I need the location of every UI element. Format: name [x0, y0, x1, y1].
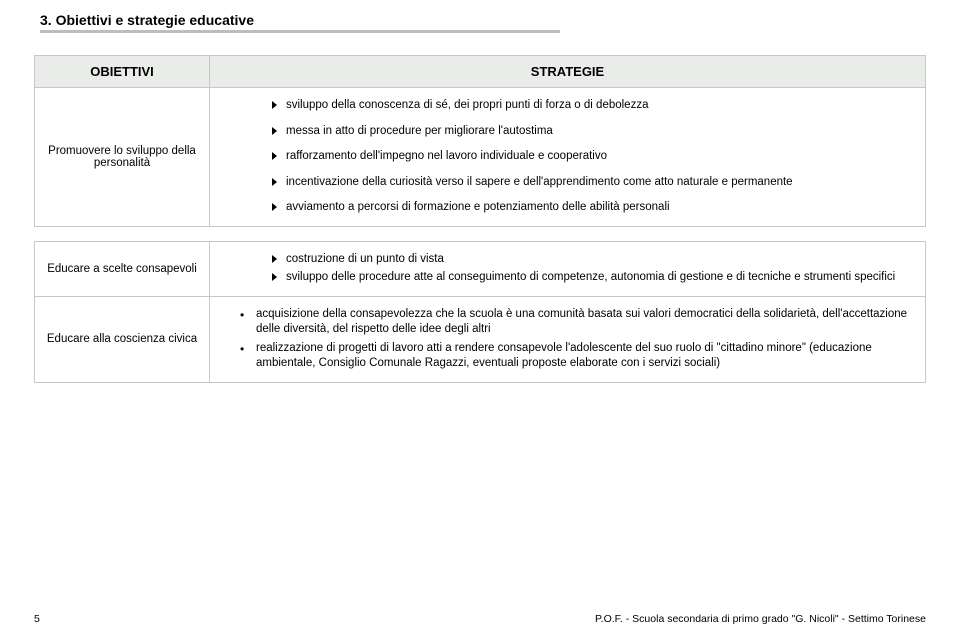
section-title-text: Obiettivi e strategie educative [56, 12, 254, 28]
header-strategie: STRATEGIE [210, 56, 926, 88]
list-item: rafforzamento dell'impegno nel lavoro in… [216, 149, 915, 165]
page-footer: 5 P.O.F. - Scuola secondaria di primo gr… [34, 613, 926, 625]
table-row: Educare a scelte consapevoli costruzione… [35, 241, 926, 296]
footer-doc-title: P.O.F. - Scuola secondaria di primo grad… [595, 613, 926, 625]
cell-strategies-3: acquisizione della consapevolezza che la… [210, 296, 926, 382]
list-item-text: sviluppo della conoscenza di sé, dei pro… [286, 99, 648, 111]
list-item-text: sviluppo delle procedure atte al consegu… [286, 271, 895, 283]
chevron-icon [272, 152, 277, 160]
strategy-list-2: costruzione di un punto di vista svilupp… [216, 252, 915, 286]
list-item-text: rafforzamento dell'impegno nel lavoro in… [286, 150, 607, 162]
list-item: sviluppo delle procedure atte al consegu… [216, 270, 915, 286]
list-item: acquisizione della consapevolezza che la… [216, 307, 915, 338]
page-number: 5 [34, 613, 40, 625]
page-container: 3. Obiettivi e strategie educative OBIET… [0, 0, 960, 383]
list-item: incentivazione della curiosità verso il … [216, 175, 915, 191]
chevron-icon [272, 203, 277, 211]
list-item-text: messa in atto di procedure per migliorar… [286, 125, 553, 137]
chevron-icon [272, 178, 277, 186]
strategy-list-3: acquisizione della consapevolezza che la… [216, 307, 915, 372]
cell-strategies-2: costruzione di un punto di vista svilupp… [210, 241, 926, 296]
table-row: OBIETTIVI STRATEGIE [35, 56, 926, 88]
section-title: 3. Obiettivi e strategie educative [40, 12, 926, 28]
cell-objective-2: Educare a scelte consapevoli [35, 241, 210, 296]
chevron-icon [272, 273, 277, 281]
list-item-text: costruzione di un punto di vista [286, 253, 444, 265]
table-objectives-1: OBIETTIVI STRATEGIE Promuovere lo svilup… [34, 55, 926, 227]
strategy-list-1: sviluppo della conoscenza di sé, dei pro… [216, 98, 915, 216]
table-row: Promuovere lo sviluppo della personalità… [35, 88, 926, 227]
list-item: messa in atto di procedure per migliorar… [216, 124, 915, 140]
list-item-text: avviamento a percorsi di formazione e po… [286, 201, 670, 213]
list-item-text: incentivazione della curiosità verso il … [286, 176, 793, 188]
cell-objective-1: Promuovere lo sviluppo della personalità [35, 88, 210, 227]
table-objectives-2: Educare a scelte consapevoli costruzione… [34, 241, 926, 383]
section-number: 3. [40, 12, 52, 28]
table-row: Educare alla coscienza civica acquisizio… [35, 296, 926, 382]
chevron-icon [272, 255, 277, 263]
list-item-text: acquisizione della consapevolezza che la… [256, 308, 907, 336]
title-underline [40, 30, 560, 33]
list-item: costruzione di un punto di vista [216, 252, 915, 268]
chevron-icon [272, 101, 277, 109]
list-item: sviluppo della conoscenza di sé, dei pro… [216, 98, 915, 114]
header-obiettivi: OBIETTIVI [35, 56, 210, 88]
list-item: realizzazione di progetti di lavoro atti… [216, 341, 915, 372]
list-item-text: realizzazione di progetti di lavoro atti… [256, 342, 872, 370]
chevron-icon [272, 127, 277, 135]
cell-objective-3: Educare alla coscienza civica [35, 296, 210, 382]
list-item: avviamento a percorsi di formazione e po… [216, 200, 915, 216]
cell-strategies-1: sviluppo della conoscenza di sé, dei pro… [210, 88, 926, 227]
